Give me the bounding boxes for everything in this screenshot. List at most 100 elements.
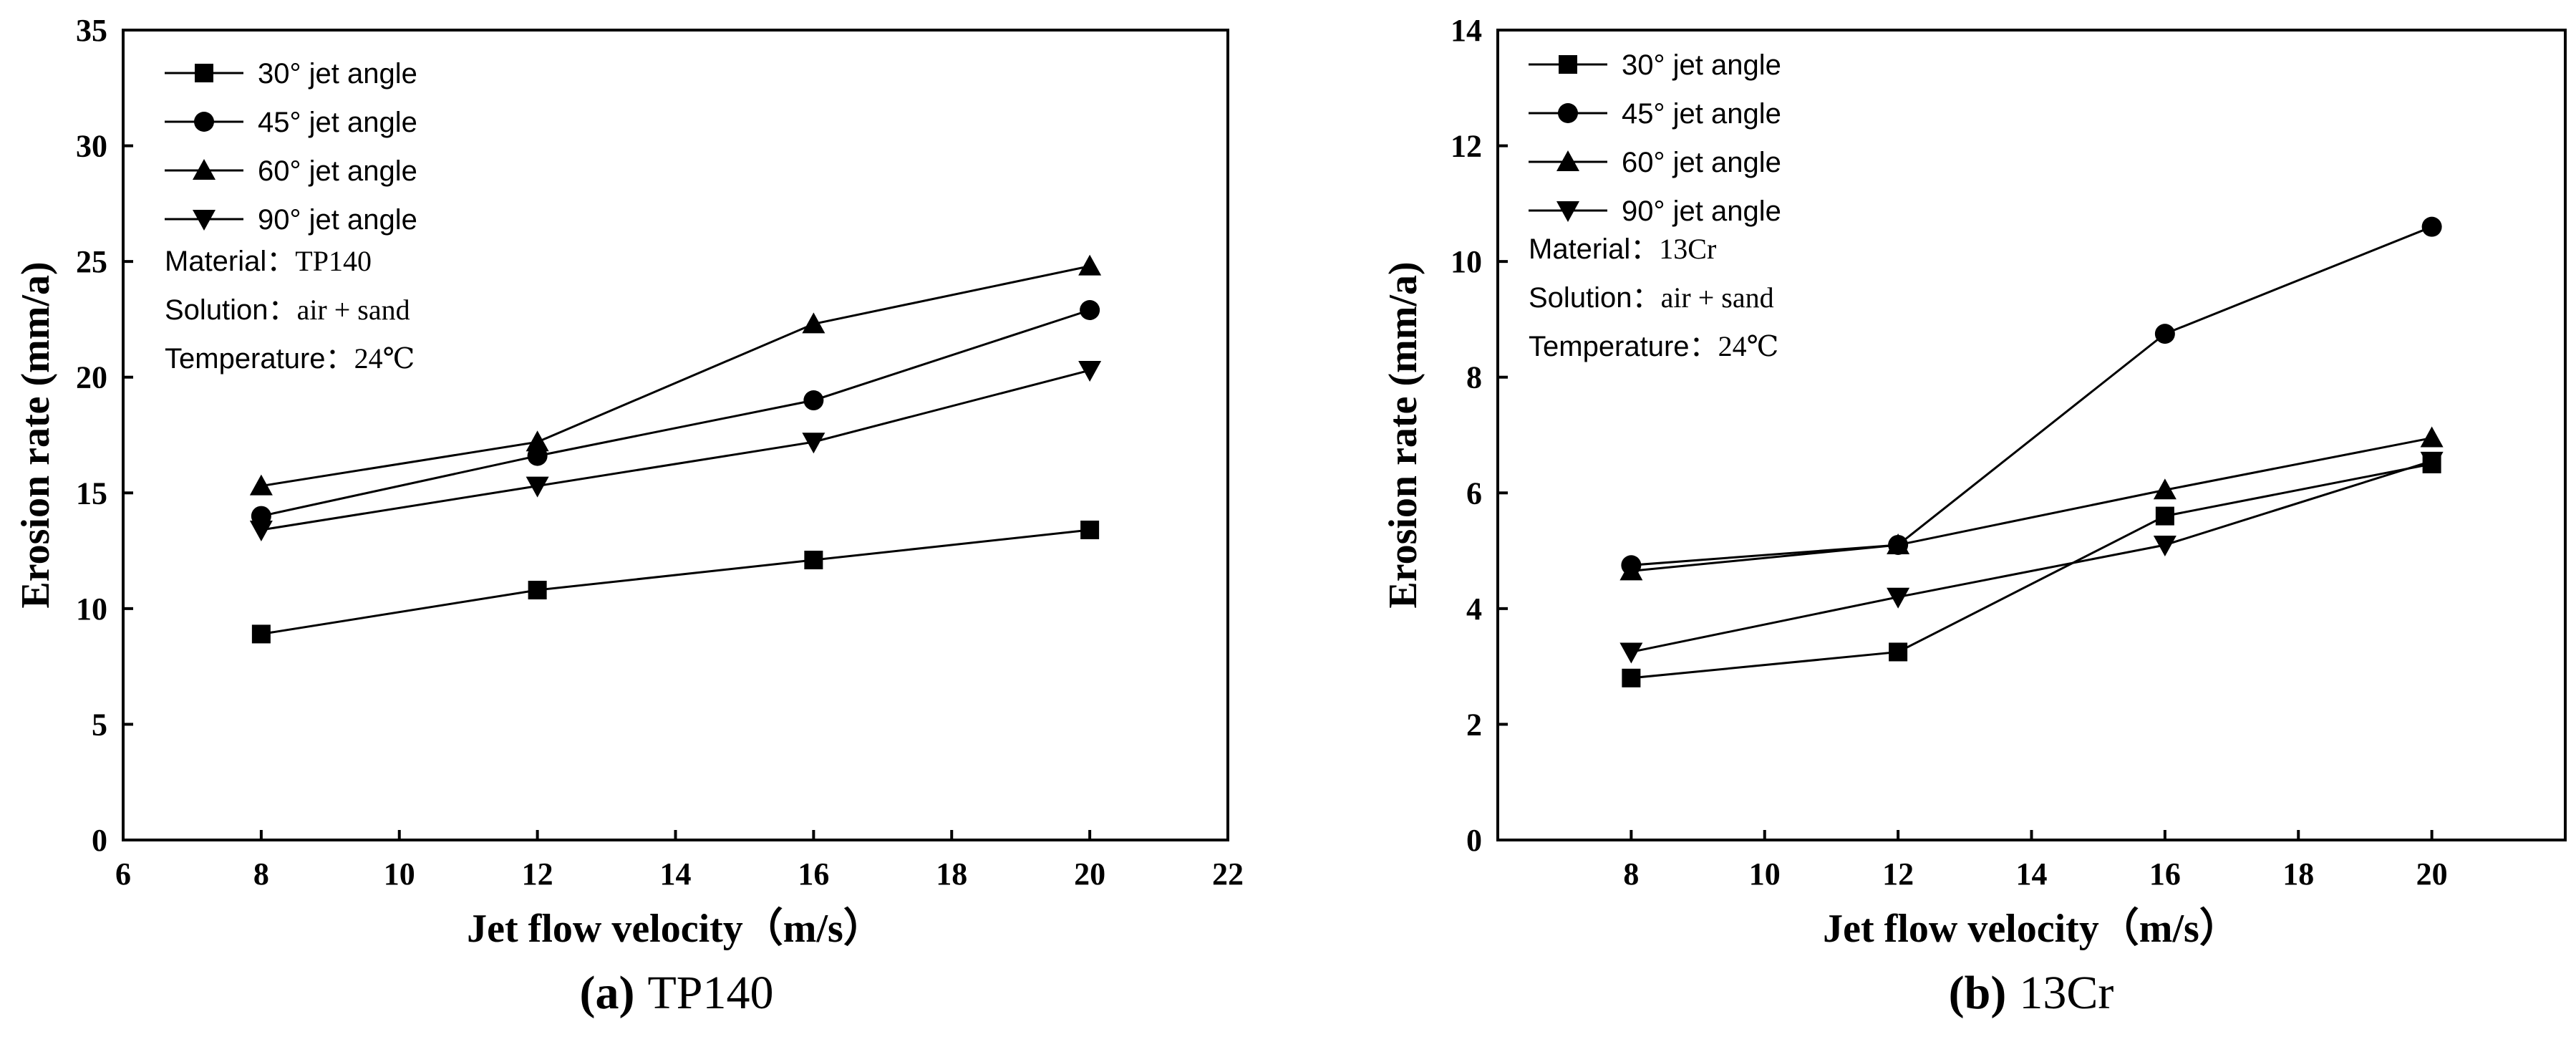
- legend-label: 45° jet angle: [1622, 98, 1781, 130]
- x-tick-label: 18: [936, 856, 967, 892]
- y-tick-label: 10: [1451, 244, 1482, 279]
- legend-label: 30° jet angle: [1622, 49, 1781, 81]
- annotation-label: Solution：: [1529, 282, 1661, 314]
- data-point: [528, 581, 547, 600]
- caption-text: 13Cr: [2019, 967, 2113, 1019]
- annotation-text: Solution：air + sand: [1529, 281, 1774, 314]
- y-tick-label: 2: [1466, 707, 1482, 742]
- data-point: [2420, 426, 2444, 448]
- annotation-text: Temperature：24℃: [1529, 330, 1778, 362]
- caption-letter: (a): [580, 967, 635, 1019]
- y-tick-label: 35: [76, 13, 107, 48]
- y-tick-label: 6: [1466, 476, 1482, 511]
- series-line: [261, 265, 1090, 488]
- data-point: [1080, 300, 1100, 321]
- caption-letter: (b): [1949, 967, 2007, 1019]
- data-point: [1887, 533, 1910, 554]
- legend-label: 90° jet angle: [1622, 195, 1781, 227]
- legend-label: 90° jet angle: [258, 204, 417, 236]
- annotation-value: 13Cr: [1659, 233, 1716, 265]
- x-tick-label: 14: [660, 856, 692, 892]
- annotation-label: Temperature：: [165, 343, 354, 375]
- y-tick-label: 30: [76, 129, 107, 164]
- data-point: [2155, 506, 2174, 526]
- legend-marker: [193, 210, 216, 231]
- y-axis-title: Erosion rate (mm/a): [14, 261, 58, 608]
- y-tick-label: 25: [76, 244, 107, 279]
- data-point: [1887, 587, 1910, 609]
- x-tick-label: 6: [115, 856, 131, 892]
- series-line: [1631, 463, 2432, 680]
- x-tick-label: 14: [2016, 856, 2048, 892]
- y-tick-label: 5: [92, 707, 107, 742]
- y-tick-label: 0: [92, 823, 107, 858]
- x-tick-label: 12: [1882, 856, 1914, 892]
- series-line: [1631, 460, 2433, 653]
- legend-marker: [1556, 201, 1579, 222]
- y-tick-label: 4: [1466, 592, 1482, 627]
- data-point: [526, 476, 549, 498]
- data-point: [802, 433, 825, 454]
- data-point: [1078, 361, 1102, 382]
- y-tick-label: 15: [76, 476, 107, 511]
- panel-caption: (b) 13Cr: [1949, 967, 2114, 1019]
- data-point: [1889, 642, 1908, 662]
- annotation-label: Solution：: [165, 294, 297, 326]
- series-line: [1631, 226, 2433, 566]
- y-tick-label: 20: [76, 360, 107, 395]
- legend-marker: [1556, 150, 1579, 171]
- series-line: [1631, 437, 2432, 572]
- y-axis-title: Erosion rate (mm/a): [1381, 261, 1425, 608]
- data-point: [1080, 520, 1100, 539]
- x-tick-label: 20: [2416, 856, 2448, 892]
- annotation-value: air + sand: [1661, 281, 1774, 314]
- panel-a-chart: 6 8 10 12 14 16 18 20 22 0 5 10 15 20 25 30 35 Jet flow v…: [14, 13, 1244, 1019]
- panel-b-chart: 8 10 12 14 16 18 20 0 2 4 6 8 10 12 14 Jet flow velocit…: [1381, 13, 2567, 1019]
- y-tick-label: 0: [1466, 823, 1482, 858]
- x-tick-label: 16: [2149, 856, 2181, 892]
- x-tick-label: 12: [522, 856, 553, 892]
- x-axis-title: Jet flow velocity（m/s）: [467, 906, 883, 951]
- x-axis-title: Jet flow velocity（m/s）: [1823, 906, 2240, 951]
- annotation-label: Material：: [1529, 233, 1659, 265]
- data-point: [1619, 559, 1643, 581]
- x-tick-label: 10: [384, 856, 415, 892]
- legend-marker: [193, 159, 216, 180]
- legend-marker: [1559, 55, 1577, 74]
- annotation-value: 24℃: [1718, 330, 1779, 362]
- annotation-text: Material：13Cr: [1529, 233, 1716, 265]
- data-point: [249, 520, 273, 541]
- annotation-text: Solution：air + sand: [165, 294, 410, 326]
- data-point: [803, 390, 824, 411]
- legend-label: 60° jet angle: [258, 155, 417, 187]
- caption-text: TP140: [647, 967, 773, 1019]
- data-point: [804, 550, 823, 569]
- legend-label: 60° jet angle: [1622, 147, 1781, 178]
- x-tick-label: 8: [253, 856, 269, 892]
- legend-marker: [1558, 103, 1578, 123]
- x-tick-label: 10: [1749, 856, 1781, 892]
- legend-label: 45° jet angle: [258, 107, 417, 138]
- annotation-label: Temperature：: [1529, 331, 1718, 362]
- legend-marker: [195, 64, 213, 82]
- annotation-text: Temperature：24℃: [165, 342, 415, 375]
- series-line: [261, 309, 1090, 518]
- data-point: [251, 624, 271, 644]
- annotation-text: Material：TP140: [165, 245, 372, 277]
- y-tick-label: 8: [1466, 360, 1482, 395]
- panel-caption: (a) TP140: [580, 967, 774, 1019]
- series-line: [261, 369, 1090, 531]
- x-tick-label: 16: [798, 856, 829, 892]
- annotation-value: 24℃: [354, 342, 415, 375]
- data-point: [526, 430, 549, 452]
- plot-frame: [122, 29, 1229, 841]
- y-tick-label: 10: [76, 592, 107, 627]
- data-point: [2421, 216, 2442, 237]
- data-point: [2420, 451, 2444, 473]
- x-tick-label: 18: [2282, 856, 2314, 892]
- x-tick-label: 20: [1074, 856, 1105, 892]
- legend-marker: [194, 112, 214, 132]
- y-tick-label: 12: [1451, 129, 1482, 164]
- series-line: [261, 528, 1090, 635]
